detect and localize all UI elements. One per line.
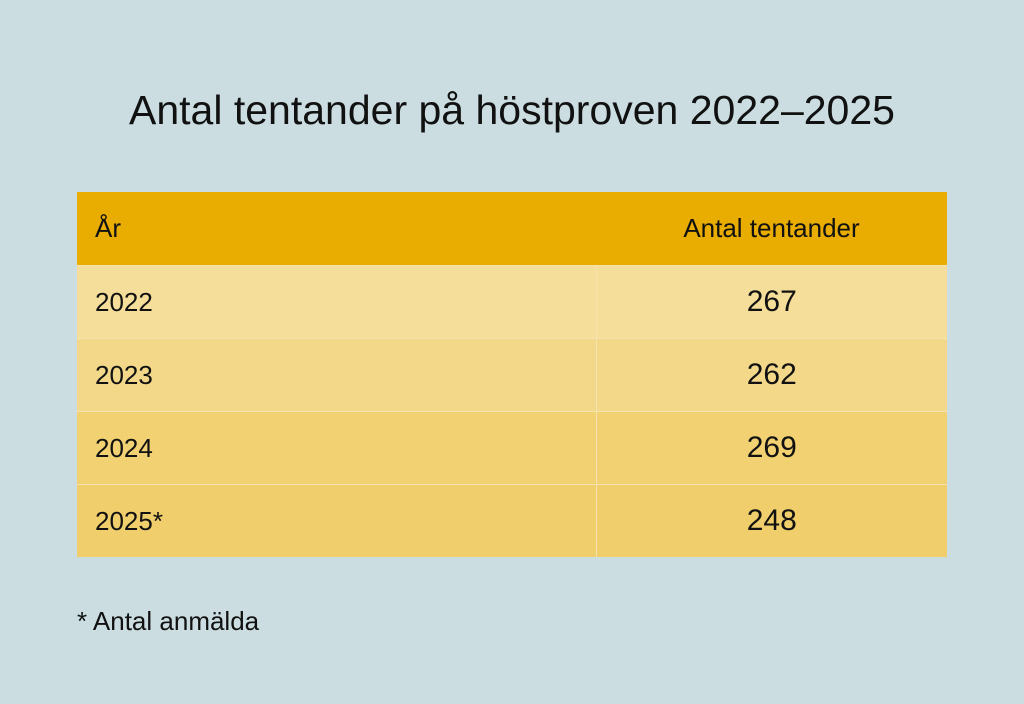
data-table: År Antal tentander 2022 267 2023 262 202… (77, 192, 947, 557)
count-cell: 262 (596, 338, 947, 412)
year-cell: 2024 (77, 411, 597, 485)
column-header-count: Antal tentander (596, 192, 947, 266)
year-cell: 2025* (77, 484, 597, 557)
table-row: 2022 267 (77, 265, 947, 339)
footnote: * Antal anmälda (77, 606, 260, 636)
count-cell: 269 (596, 411, 947, 485)
table-row: 2023 262 (77, 338, 947, 412)
year-cell: 2023 (77, 338, 597, 412)
table-row: 2024 269 (77, 411, 947, 485)
table-header-row: År Antal tentander (77, 192, 947, 266)
column-header-year: År (77, 192, 596, 266)
year-cell: 2022 (77, 265, 597, 339)
count-cell: 248 (596, 484, 947, 557)
count-cell: 267 (596, 265, 947, 339)
page-title: Antal tentander på höstproven 2022–2025 (129, 87, 895, 133)
table-row: 2025* 248 (77, 484, 947, 557)
